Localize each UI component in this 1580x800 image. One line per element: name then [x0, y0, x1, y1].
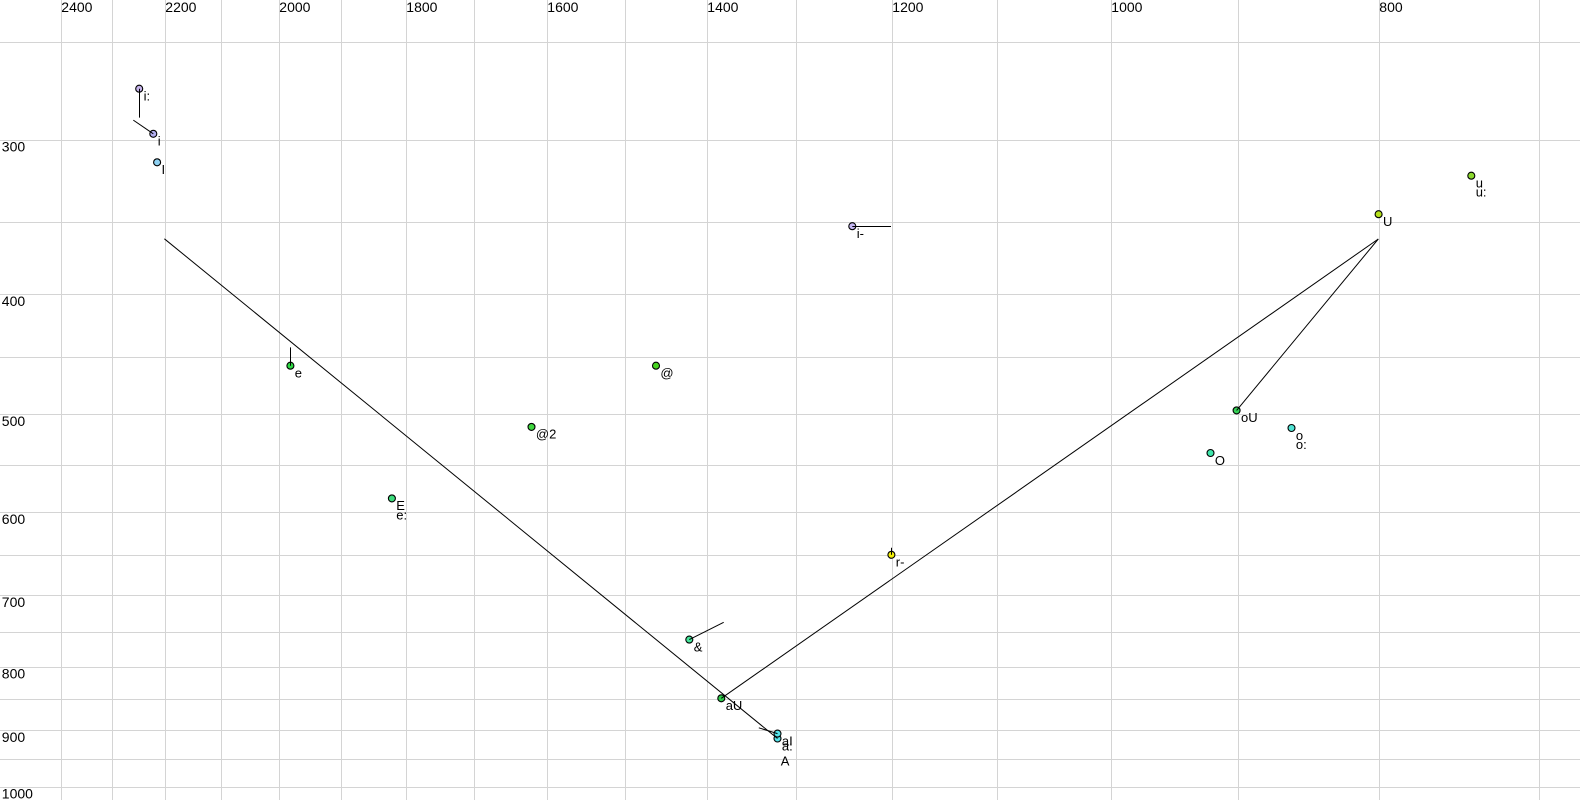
svg-text:@: @	[660, 366, 673, 381]
svg-text:900: 900	[2, 729, 26, 745]
svg-text:1400: 1400	[707, 0, 738, 15]
svg-text:o: o	[1296, 428, 1303, 443]
svg-text:2200: 2200	[165, 0, 196, 15]
svg-text:I: I	[162, 162, 166, 177]
svg-text:&: &	[694, 639, 703, 654]
svg-text:aI: aI	[782, 733, 793, 748]
svg-text:800: 800	[2, 666, 26, 682]
svg-text:1200: 1200	[892, 0, 923, 15]
svg-text:U: U	[1383, 214, 1392, 229]
svg-text:300: 300	[2, 139, 26, 155]
svg-text:o:: o:	[1296, 437, 1307, 452]
svg-text:700: 700	[2, 594, 26, 610]
svg-text:O: O	[1215, 453, 1225, 468]
svg-text:u: u	[1476, 176, 1483, 191]
svg-text:1600: 1600	[547, 0, 578, 15]
svg-text:400: 400	[2, 293, 26, 309]
svg-text:1000: 1000	[2, 786, 33, 800]
svg-text:u:: u:	[1476, 185, 1487, 200]
svg-text:i:: i:	[144, 89, 151, 104]
svg-text:e: e	[295, 366, 302, 381]
svg-text:E: E	[396, 498, 405, 513]
svg-text:2400: 2400	[61, 0, 92, 15]
svg-text:i: i	[158, 134, 161, 149]
svg-text:500: 500	[2, 413, 26, 429]
svg-text:e:: e:	[396, 507, 407, 522]
svg-text:@2: @2	[536, 427, 556, 442]
svg-text:1800: 1800	[406, 0, 437, 15]
svg-text:800: 800	[1379, 0, 1403, 15]
svg-text:r-: r-	[896, 555, 905, 570]
svg-text:1000: 1000	[1111, 0, 1142, 15]
svg-text:600: 600	[2, 511, 26, 527]
svg-text:i-: i-	[857, 226, 864, 241]
svg-text:oU: oU	[1241, 410, 1258, 425]
svg-text:2000: 2000	[279, 0, 310, 15]
svg-text:aU: aU	[726, 698, 743, 713]
svg-text:A: A	[781, 753, 790, 768]
svg-text:a:: a:	[782, 738, 793, 753]
